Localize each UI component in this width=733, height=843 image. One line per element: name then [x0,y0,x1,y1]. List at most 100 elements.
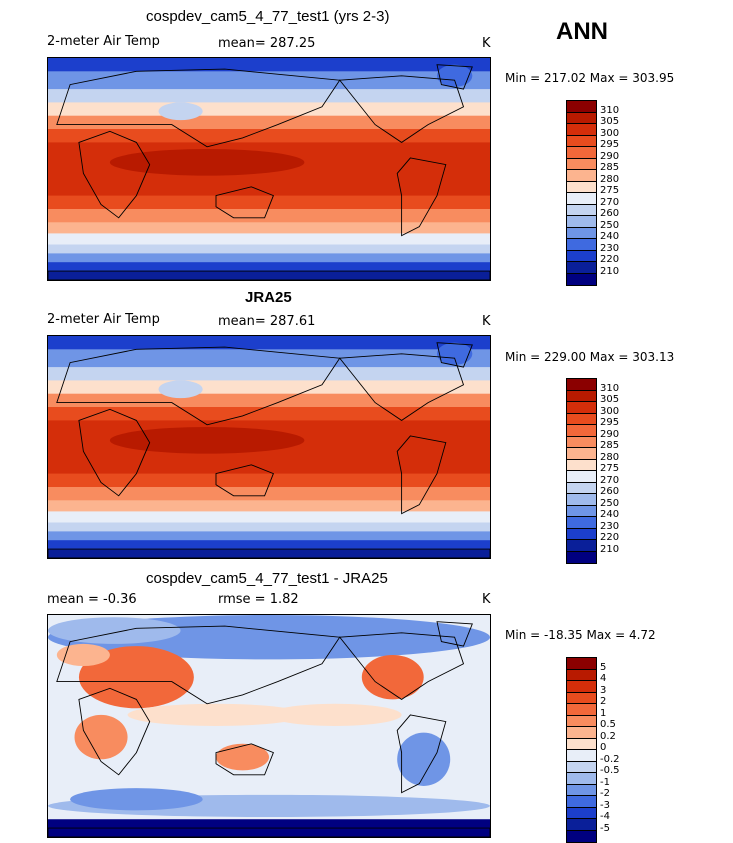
difference-anomaly [269,704,402,726]
colorbar-label: 210 [600,544,619,555]
colorbar-label: 300 [600,128,619,139]
colorbar-label: 250 [600,220,619,231]
temperature-band [48,233,490,245]
panel-1-mean: mean= 287.25 [218,36,315,51]
temperature-band [48,129,490,143]
colorbar-label: 210 [600,266,619,277]
temperature-band [48,271,490,280]
temperature-band [48,367,490,381]
temperature-band [48,222,490,234]
colorbar-label: 280 [600,452,619,463]
panel-1-title: cospdev_cam5_4_77_test1 (yrs 2-3) [146,8,389,25]
plateau-cold-region [159,380,203,398]
temperature-band [48,209,490,223]
panel-3-rmse: rmse = 1.82 [218,592,299,607]
colorbar-label: -1 [600,777,610,788]
panel-3-units: K [482,592,491,607]
colorbar-label: 2 [600,696,606,707]
temperature-band [48,500,490,512]
panel-2-variable: 2-meter Air Temp [47,312,160,327]
colorbar-label: 290 [600,151,619,162]
colorbar-label: 0.2 [600,731,616,742]
colorbar-label: 230 [600,521,619,532]
colorbar-label: -5 [600,823,610,834]
plateau-cold-region [159,102,203,120]
colorbar-label: 260 [600,486,619,497]
temperature-band [48,102,490,116]
colorbar-label: 230 [600,243,619,254]
panel-3-mean: mean = -0.36 [47,592,137,607]
panel-1-variable: 2-meter Air Temp [47,34,160,49]
temperature-band [48,58,490,72]
warm-pool-region [110,149,304,176]
colorbar-label: 240 [600,509,619,520]
panel-1-units: K [482,36,491,51]
temperature-band [48,89,490,103]
temperature-band [48,336,490,350]
panel-3-title: cospdev_cam5_4_77_test1 - JRA25 [146,570,388,587]
temperature-band [48,380,490,394]
colorbar-label: 1 [600,708,606,719]
colorbar-label: 220 [600,532,619,543]
colorbar-label: 3 [600,685,606,696]
temperature-band [48,487,490,501]
colorbar-label: 285 [600,440,619,451]
colorbar-label: -3 [600,800,610,811]
temperature-band [48,523,490,532]
colorbar-label: 305 [600,394,619,405]
colorbar-label: -4 [600,811,610,822]
colorbar-label: -2 [600,788,610,799]
greenland-cold-region [437,65,472,87]
temperature-band [48,349,490,367]
panel-3-map [47,614,491,838]
temperature-band [48,531,490,540]
difference-anomaly [397,733,450,786]
panel-3-minmax: Min = -18.35 Max = 4.72 [505,628,656,642]
colorbar-label: 250 [600,498,619,509]
temperature-band [48,253,490,262]
warm-pool-region [110,427,304,454]
colorbar-label: 0.5 [600,719,616,730]
greenland-cold-region [437,343,472,365]
difference-anomaly [48,617,181,644]
panel-1-minmax: Min = 217.02 Max = 303.95 [505,71,674,85]
colorbar-label: 295 [600,417,619,428]
panel-2-mean: mean= 287.61 [218,314,315,329]
colorbar-label: 290 [600,429,619,440]
temperature-band [48,245,490,254]
colorbar-label: 300 [600,406,619,417]
colorbar-label: 275 [600,185,619,196]
temperature-band [48,511,490,523]
colorbar-label: 270 [600,197,619,208]
difference-anomaly [70,788,203,810]
colorbar-label: 5 [600,662,606,673]
colorbar-label: 240 [600,231,619,242]
colorbar-swatch [566,273,597,287]
colorbar-label: 220 [600,254,619,265]
colorbar-label: -0.2 [600,754,620,765]
colorbar-label: 275 [600,463,619,474]
temperature-band [48,71,490,89]
temperature-band [48,262,490,271]
difference-anomaly [57,644,110,666]
temperature-band [48,407,490,421]
colorbar-label: 310 [600,383,619,394]
panel-2-units: K [482,314,491,329]
colorbar-label: 305 [600,116,619,127]
temperature-band [48,540,490,549]
colorbar-label: 285 [600,162,619,173]
colorbar-label: 280 [600,174,619,185]
colorbar-swatch [566,830,597,843]
panel-2-minmax: Min = 229.00 Max = 303.13 [505,350,674,364]
colorbar-label: 295 [600,139,619,150]
panel-1-map [47,57,491,281]
colorbar-label: 310 [600,105,619,116]
colorbar-label: 270 [600,475,619,486]
colorbar-label: 4 [600,673,606,684]
colorbar-label: 260 [600,208,619,219]
temperature-band [48,549,490,558]
panel-2-map [47,335,491,559]
colorbar-label: 0 [600,742,606,753]
colorbar-label: -0.5 [600,765,620,776]
colorbar-swatch [566,551,597,565]
